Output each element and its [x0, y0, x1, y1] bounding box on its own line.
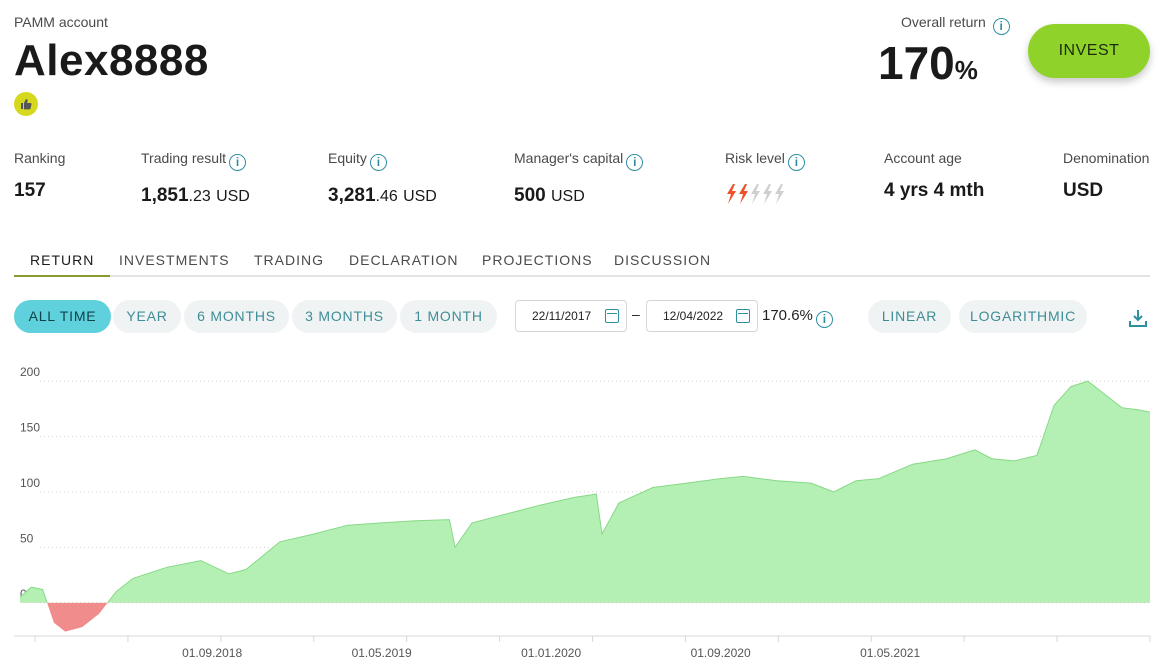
stat-value: 500 USD: [514, 185, 643, 207]
scale-logarithmic[interactable]: LOGARITHMIC: [959, 300, 1087, 333]
stat-value-int: 1,851: [141, 185, 189, 206]
range-return-value: 170.6%: [762, 307, 813, 324]
overall-return-text: Overall return: [901, 14, 986, 30]
positive-return-area: [20, 381, 1150, 603]
thumbs-up-icon: [14, 92, 38, 116]
y-tick-label: 150: [20, 421, 40, 435]
stat-label: Manager's capital i: [514, 150, 644, 171]
download-icon[interactable]: [1128, 308, 1148, 328]
overall-return-value: 170%: [878, 36, 978, 90]
stat-account-age: Account age 4 yrs 4 mth: [884, 150, 984, 202]
scale-linear[interactable]: LINEAR: [868, 300, 951, 333]
risk-bolt-icon: [739, 184, 748, 204]
tab-bar: RETURN INVESTMENTS TRADING DECLARATION P…: [14, 250, 1150, 277]
y-tick-label: 100: [20, 476, 40, 490]
stat-value: 3,281.46 USD: [328, 185, 437, 207]
stat-value-int: 500: [514, 185, 546, 206]
stat-label-text: Trading result: [141, 150, 227, 166]
period-all-time[interactable]: ALL TIME: [14, 300, 111, 333]
stat-label: Account age: [884, 150, 962, 166]
info-icon[interactable]: i: [787, 154, 805, 171]
stat-label: Risk level i: [725, 150, 805, 171]
stat-value-frac: .46: [375, 188, 398, 205]
stat-trading-result: Trading result i 1,851.23 USD: [141, 150, 250, 207]
account-type-label: PAMM account: [14, 14, 108, 30]
account-name: Alex8888: [14, 36, 209, 85]
risk-bolt-icon: [775, 184, 784, 204]
x-tick-label: 01.05.2019: [352, 646, 412, 660]
x-tick-label: 01.09.2020: [691, 646, 751, 660]
x-tick-label: 01.09.2018: [182, 646, 242, 660]
stat-value: USD: [1063, 180, 1104, 201]
info-icon[interactable]: i: [626, 154, 644, 171]
stat-risk-level: Risk level i: [725, 150, 805, 211]
overall-return-unit: %: [954, 55, 978, 85]
period-year[interactable]: YEAR: [113, 300, 181, 333]
y-tick-label: 50: [20, 531, 34, 545]
stat-label: Ranking: [14, 150, 66, 166]
range-return: 170.6% i: [762, 307, 833, 328]
stat-label: Equity i: [328, 150, 437, 171]
date-separator: –: [632, 306, 640, 322]
date-to-field[interactable]: 12/04/2022: [646, 300, 758, 332]
stat-label-text: Risk level: [725, 150, 785, 166]
date-from-field[interactable]: 22/11/2017: [515, 300, 627, 332]
calendar-icon[interactable]: [605, 309, 619, 323]
stat-managers-capital: Manager's capital i 500 USD: [514, 150, 644, 207]
tab-investments[interactable]: INVESTMENTS: [119, 252, 230, 268]
tab-projections[interactable]: PROJECTIONS: [482, 252, 593, 268]
tab-return[interactable]: RETURN: [14, 252, 111, 277]
info-icon[interactable]: i: [229, 154, 247, 171]
return-line: [19, 380, 1151, 603]
calendar-icon[interactable]: [736, 309, 750, 323]
tab-discussion[interactable]: DISCUSSION: [614, 252, 712, 268]
stat-denomination: Denomination USD: [1063, 150, 1149, 202]
y-tick-label: 200: [20, 365, 40, 379]
risk-bolt-icon: [727, 184, 736, 204]
x-tick-label: 01.01.2020: [521, 646, 581, 660]
stat-value-unit: USD: [216, 188, 250, 205]
stat-value: 157: [14, 180, 46, 201]
info-icon[interactable]: i: [992, 18, 1010, 35]
period-1-month[interactable]: 1 MONTH: [400, 300, 497, 333]
stat-value-frac: .23: [188, 188, 211, 205]
stat-equity: Equity i 3,281.46 USD: [328, 150, 437, 207]
overall-return-label: Overall return i: [901, 14, 1010, 35]
stat-value: 4 yrs 4 mth: [884, 180, 985, 201]
stat-value: 1,851.23 USD: [141, 185, 250, 207]
stat-label: Denomination: [1063, 150, 1150, 166]
risk-level-bolts: [725, 183, 805, 211]
stat-label: Trading result i: [141, 150, 250, 171]
period-3-months[interactable]: 3 MONTHS: [292, 300, 397, 333]
stat-ranking: Ranking 157: [14, 150, 65, 202]
overall-return-number: 170: [878, 37, 955, 89]
stat-label-text: Manager's capital: [514, 150, 624, 166]
date-to-value: 12/04/2022: [663, 309, 724, 323]
tab-declaration[interactable]: DECLARATION: [349, 252, 459, 268]
stat-label-text: Equity: [328, 150, 367, 166]
x-tick-label: 01.05.2021: [860, 646, 920, 660]
stat-value-int: 3,281: [328, 185, 376, 206]
risk-bolt-icon: [763, 184, 772, 204]
period-6-months[interactable]: 6 MONTHS: [184, 300, 289, 333]
tab-trading[interactable]: TRADING: [254, 252, 324, 268]
risk-level-icon: [727, 184, 784, 204]
date-from-value: 22/11/2017: [532, 309, 592, 323]
info-icon[interactable]: i: [815, 311, 833, 328]
stat-value-unit: USD: [403, 188, 437, 205]
info-icon[interactable]: i: [369, 154, 387, 171]
risk-bolt-icon: [751, 184, 760, 204]
invest-button[interactable]: INVEST: [1028, 24, 1150, 78]
stat-value-unit: USD: [550, 188, 585, 205]
